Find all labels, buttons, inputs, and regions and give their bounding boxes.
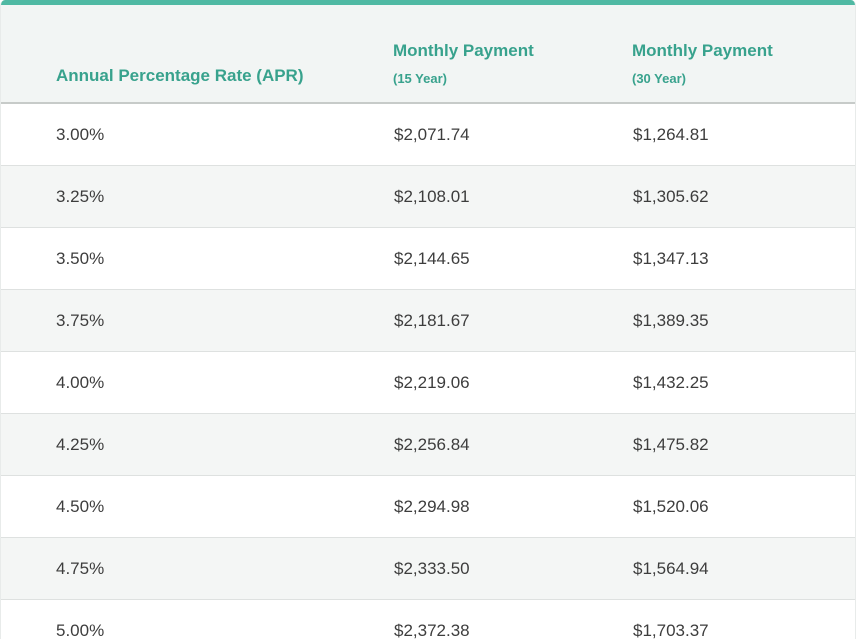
column-header-label: Monthly Payment: [632, 41, 773, 60]
cell-apr: 4.00%: [1, 351, 393, 414]
accent-top-border: [1, 0, 855, 5]
cell-payment-30-year: $1,432.25: [632, 351, 855, 414]
cell-payment-15-year: $2,144.65: [393, 227, 632, 290]
table-body: 3.00% $2,071.74 $1,264.81 3.25% $2,108.01 $1,…: [1, 103, 855, 639]
cell-payment-30-year: $1,564.94: [632, 537, 855, 600]
cell-payment-30-year: $1,305.62: [632, 165, 855, 228]
column-header-label: Annual Percentage Rate (APR): [56, 66, 304, 85]
cell-apr: 3.25%: [1, 165, 393, 228]
cell-payment-15-year: $2,333.50: [393, 537, 632, 600]
cell-apr: 4.50%: [1, 475, 393, 538]
cell-payment-30-year: $1,475.82: [632, 413, 855, 476]
column-header-payment-15yr: Monthly Payment (15 Year): [393, 5, 632, 104]
table-row: 4.50% $2,294.98 $1,520.06: [1, 475, 855, 538]
cell-apr: 3.00%: [1, 103, 393, 166]
column-header-sublabel: (15 Year): [393, 71, 447, 86]
cell-apr: 4.75%: [1, 537, 393, 600]
cell-apr: 5.00%: [1, 599, 393, 639]
column-header-apr: Annual Percentage Rate (APR): [1, 5, 393, 104]
table-row: 3.00% $2,071.74 $1,264.81: [1, 103, 855, 166]
table-row: 5.00% $2,372.38 $1,703.37: [1, 599, 855, 639]
cell-apr: 3.50%: [1, 227, 393, 290]
table-row: 4.25% $2,256.84 $1,475.82: [1, 413, 855, 476]
cell-apr: 3.75%: [1, 289, 393, 352]
cell-payment-15-year: $2,372.38: [393, 599, 632, 639]
cell-payment-30-year: $1,703.37: [632, 599, 855, 639]
table-row: 4.75% $2,333.50 $1,564.94: [1, 537, 855, 600]
cell-payment-15-year: $2,256.84: [393, 413, 632, 476]
cell-payment-15-year: $2,071.74: [393, 103, 632, 166]
column-header-payment-30yr: Monthly Payment (30 Year): [632, 5, 855, 104]
table-row: 4.00% $2,219.06 $1,432.25: [1, 351, 855, 414]
cell-payment-30-year: $1,347.13: [632, 227, 855, 290]
cell-payment-30-year: $1,520.06: [632, 475, 855, 538]
cell-payment-15-year: $2,108.01: [393, 165, 632, 228]
table-row: 3.75% $2,181.67 $1,389.35: [1, 289, 855, 352]
mortgage-payment-table: Annual Percentage Rate (APR) Monthly Pay…: [1, 5, 855, 639]
header-row: Annual Percentage Rate (APR) Monthly Pay…: [1, 5, 855, 104]
column-header-label: Monthly Payment: [393, 41, 534, 60]
cell-payment-30-year: $1,264.81: [632, 103, 855, 166]
table-row: 3.25% $2,108.01 $1,305.62: [1, 165, 855, 228]
cell-apr: 4.25%: [1, 413, 393, 476]
cell-payment-15-year: $2,294.98: [393, 475, 632, 538]
cell-payment-15-year: $2,219.06: [393, 351, 632, 414]
cell-payment-15-year: $2,181.67: [393, 289, 632, 352]
table-row: 3.50% $2,144.65 $1,347.13: [1, 227, 855, 290]
cell-payment-30-year: $1,389.35: [632, 289, 855, 352]
column-header-sublabel: (30 Year): [632, 71, 686, 86]
